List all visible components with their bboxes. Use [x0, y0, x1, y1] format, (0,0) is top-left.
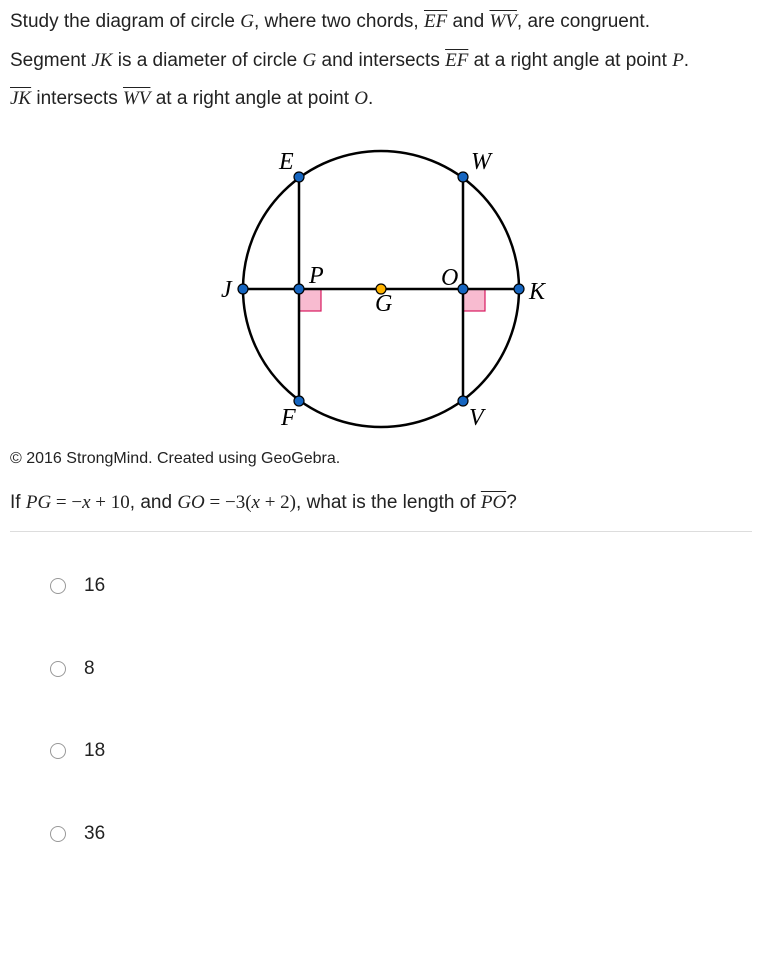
text: , where two chords,: [254, 11, 424, 32]
text: , are congruent.: [517, 11, 650, 32]
var-G: G: [240, 11, 254, 32]
svg-text:P: P: [308, 263, 324, 289]
radio-icon[interactable]: [50, 661, 66, 677]
var-PG: PG: [26, 492, 51, 513]
seg-EF: EF: [445, 50, 468, 71]
answer-label: 18: [84, 737, 105, 766]
eq: = −3(: [205, 492, 252, 513]
answer-list: 16 8 18 36: [10, 572, 752, 848]
answer-label: 16: [84, 572, 105, 601]
answer-label: 36: [84, 820, 105, 849]
text: .: [368, 88, 373, 109]
seg-WV: WV: [123, 88, 150, 109]
answer-option[interactable]: 36: [50, 820, 752, 849]
text: .: [684, 50, 689, 71]
answer-label: 8: [84, 655, 95, 684]
svg-text:G: G: [375, 291, 392, 317]
eq: = −: [51, 492, 82, 513]
text: at a right angle at point: [150, 88, 354, 109]
svg-text:O: O: [441, 265, 458, 291]
seg-JK: JK: [10, 88, 31, 109]
text: If: [10, 492, 26, 513]
copyright-text: © 2016 StrongMind. Created using GeoGebr…: [10, 447, 752, 471]
text: intersects: [31, 88, 123, 109]
svg-text:F: F: [280, 405, 296, 431]
divider: [10, 531, 752, 532]
circle-diagram: E W J K P O G F V: [191, 129, 571, 439]
radio-icon[interactable]: [50, 743, 66, 759]
var-x: x: [82, 492, 90, 513]
text: and intersects: [316, 50, 445, 71]
var-x: x: [252, 492, 260, 513]
svg-text:V: V: [469, 405, 486, 431]
text: and: [447, 11, 489, 32]
svg-text:W: W: [471, 149, 493, 175]
seg-WV: WV: [489, 11, 516, 32]
seg-JK: JK: [91, 50, 112, 71]
seg-PO: PO: [481, 492, 506, 513]
text: Segment: [10, 50, 91, 71]
op: + 10: [91, 492, 130, 513]
answer-option[interactable]: 8: [50, 655, 752, 684]
text: ?: [506, 492, 517, 513]
text: , and: [130, 492, 178, 513]
svg-text:K: K: [528, 279, 547, 305]
text: is a diameter of circle: [112, 50, 302, 71]
var-GO: GO: [177, 492, 204, 513]
answer-option[interactable]: 16: [50, 572, 752, 601]
answer-option[interactable]: 18: [50, 737, 752, 766]
radio-icon[interactable]: [50, 826, 66, 842]
var-P: P: [672, 50, 684, 71]
svg-text:J: J: [221, 277, 233, 303]
question-text: If PG = −x + 10, and GO = −3(x + 2), wha…: [10, 489, 752, 518]
radio-icon[interactable]: [50, 578, 66, 594]
seg-EF: EF: [424, 11, 447, 32]
svg-text:E: E: [278, 149, 294, 175]
text: at a right angle at point: [468, 50, 672, 71]
var-O: O: [354, 88, 368, 109]
text: Study the diagram of circle: [10, 11, 240, 32]
text: , what is the length of: [296, 492, 481, 513]
var-G: G: [303, 50, 317, 71]
diagram-container: E W J K P O G F V: [10, 129, 752, 439]
problem-statement: Study the diagram of circle G, where two…: [10, 8, 752, 114]
op: + 2): [260, 492, 296, 513]
